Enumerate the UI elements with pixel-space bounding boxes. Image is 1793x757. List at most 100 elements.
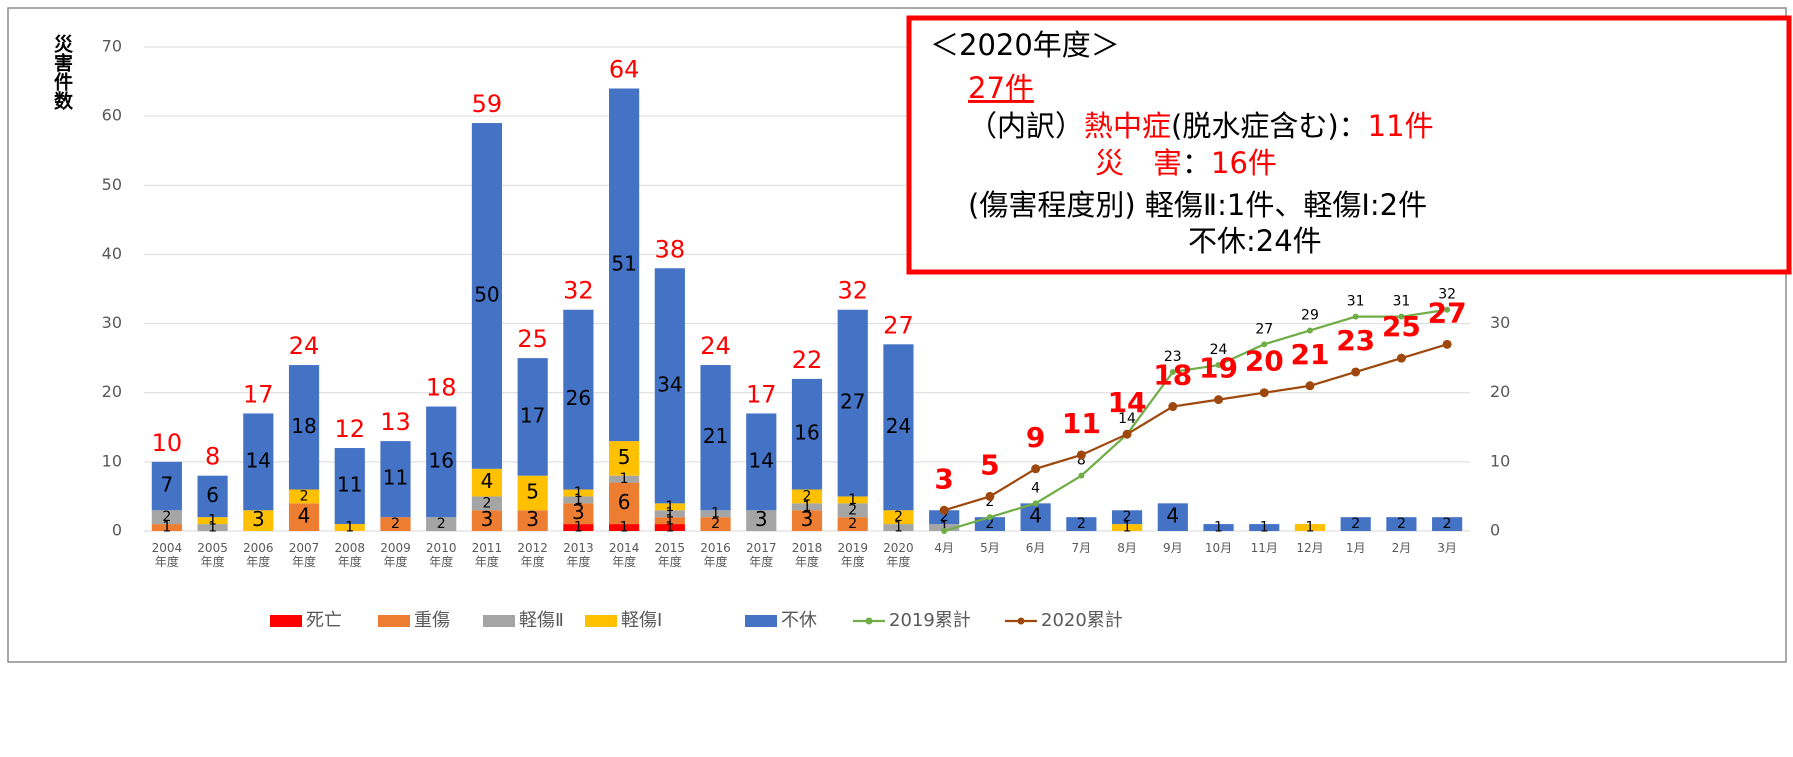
annotation-text: 災 害 (1095, 146, 1182, 180)
data-label: 51 (611, 251, 636, 275)
bar-segment (609, 524, 640, 531)
bar-segment (929, 510, 960, 525)
bar-segment (1157, 503, 1188, 531)
bar-segment (288, 365, 320, 490)
y-tick-label: 60 (102, 106, 122, 125)
total-label: 12 (334, 415, 365, 443)
data-label: 5 (526, 479, 539, 503)
bar-segment (151, 461, 182, 511)
data-label: 3 (572, 500, 585, 524)
line-label: 31 (1392, 294, 1410, 310)
bar-segment (380, 441, 411, 518)
data-label: 6 (206, 483, 219, 507)
data-label: 4 (1029, 504, 1042, 528)
legend-swatch (483, 615, 515, 627)
data-label: 16 (428, 448, 453, 472)
bar-segment (1111, 510, 1143, 525)
bar-segment (883, 510, 914, 525)
bar-segment (700, 510, 731, 518)
data-label: 2 (848, 516, 857, 532)
bar-segment (609, 482, 640, 525)
data-label: 3 (481, 507, 494, 531)
bar-segment (1203, 524, 1234, 531)
line-label: 23 (1336, 324, 1375, 357)
data-label: 3 (252, 507, 265, 531)
bar-segment (883, 524, 914, 531)
annotation-text: (脱水症含む)： (1171, 109, 1368, 143)
y2-tick-label: 10 (1490, 451, 1510, 470)
legend-swatch (270, 615, 302, 627)
line-label: 14 (1118, 411, 1136, 427)
line-label: 8 (1077, 453, 1086, 469)
data-label: 4 (1166, 504, 1179, 528)
annotation-line: 災 害：16件 (1095, 146, 1277, 180)
bar-segment (1294, 524, 1326, 531)
data-label: 3 (755, 507, 768, 531)
total-label: 17 (746, 380, 777, 408)
bar-segment (563, 524, 594, 531)
line-label: 27 (1255, 321, 1273, 337)
data-label: 7 (160, 473, 173, 497)
line (943, 308, 1448, 533)
bar-segment (837, 496, 868, 504)
annotation-text: 熱中症 (1084, 109, 1171, 143)
bar-segment (700, 517, 731, 531)
x-tick-label: 2016年度 (700, 541, 731, 569)
data-label: 1 (665, 520, 674, 536)
line-point (1305, 381, 1315, 391)
x-tick-label: 2010年度 (425, 541, 457, 569)
data-label: 2 (894, 509, 903, 525)
line-point (939, 505, 949, 515)
line-point (1078, 472, 1085, 479)
bar-segment (197, 524, 228, 531)
total-label: 27 (883, 311, 914, 339)
line-label: 2 (985, 494, 994, 510)
y2-tick-label: 30 (1490, 313, 1510, 332)
x-tick-label: 3月 (1437, 541, 1457, 555)
annotation-text: ： (1182, 146, 1211, 180)
bar-segment (654, 503, 685, 511)
x-tick-label: 2014年度 (608, 541, 640, 569)
line-label: 29 (1301, 307, 1319, 323)
bar-segment (791, 489, 823, 504)
bar-segment (426, 517, 457, 531)
data-label: 6 (618, 490, 631, 514)
bar-segment (471, 468, 503, 497)
data-label: 3 (801, 507, 814, 531)
legend-label: 軽傷Ⅱ (519, 610, 564, 631)
line-point (1215, 362, 1222, 369)
line-point (1032, 500, 1039, 507)
line-point (1169, 368, 1176, 375)
line-label: 23 (1164, 349, 1182, 365)
bar-segment (1386, 517, 1417, 531)
data-label: 2 (1443, 516, 1452, 532)
x-tick-label: 2017年度 (745, 541, 777, 569)
line-point (941, 528, 948, 534)
x-tick-label: 2005年度 (197, 541, 228, 569)
bar-segment (151, 510, 182, 525)
legend-swatch (585, 615, 617, 627)
data-label: 11 (337, 473, 362, 497)
data-label: 1 (665, 513, 674, 529)
x-tick-label: 6月 (1025, 541, 1046, 555)
annotation-text: (傷害程度別) 軽傷Ⅱ:1件、軽傷Ⅰ:2件 (968, 188, 1427, 222)
total-label: 8 (205, 443, 220, 471)
bar-segment (380, 517, 411, 531)
data-label: 2 (1351, 516, 1360, 532)
bar-segment (517, 510, 548, 531)
x-tick-label: 9月 (1162, 541, 1183, 555)
x-tick-label: 2月 (1391, 541, 1412, 555)
bar-segment (791, 510, 823, 531)
data-label: 1 (1214, 520, 1223, 536)
legend-label: 死亡 (306, 610, 342, 631)
data-label: 1 (620, 471, 629, 487)
bar-segment (1340, 517, 1371, 531)
legend-marker (1017, 617, 1025, 625)
line-point (1031, 464, 1041, 474)
legend-label: 重傷 (414, 610, 450, 631)
bar-segment (243, 510, 274, 531)
line-point (1352, 313, 1359, 320)
y-tick-label: 70 (102, 37, 122, 56)
data-label: 1 (894, 520, 903, 536)
